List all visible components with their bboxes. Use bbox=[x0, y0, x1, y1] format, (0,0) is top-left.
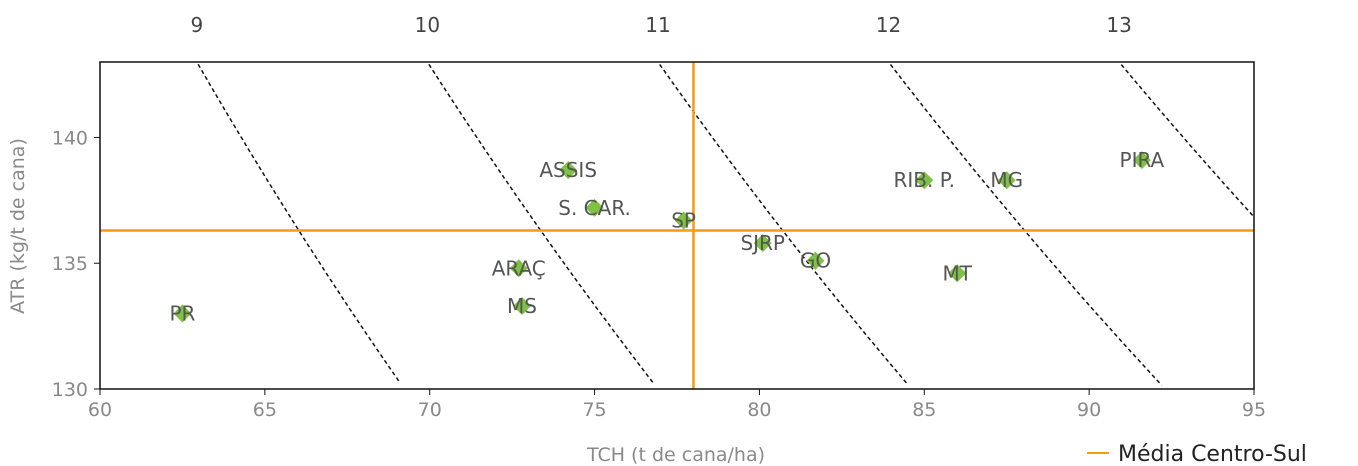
isoline-label-13: 13 bbox=[1106, 13, 1131, 37]
isolines bbox=[197, 63, 1255, 386]
x-tick-label-95: 95 bbox=[1242, 399, 1266, 421]
point-label-s-car: S. CAR. bbox=[558, 196, 631, 220]
isoline-labels: 9 10 11 12 13 bbox=[190, 13, 1131, 37]
isoline-label-10: 10 bbox=[415, 13, 440, 37]
x-tick-label-85: 85 bbox=[912, 399, 936, 421]
y-axis-title: ATR (kg/t de cana) bbox=[7, 138, 29, 314]
y-tick-label-130: 130 bbox=[52, 379, 88, 401]
x-tick-label-65: 65 bbox=[253, 399, 277, 421]
point-marker-sp bbox=[674, 211, 693, 230]
point-label-rib-p: RIB. P. bbox=[894, 168, 956, 192]
point-marker-sjrp bbox=[753, 234, 772, 253]
point-label-pira: PIRA bbox=[1120, 148, 1165, 172]
point-label-sp: SP bbox=[671, 208, 696, 232]
legend-label-media-centro-sul: Média Centro-Sul bbox=[1118, 442, 1307, 466]
x-tick-label-60: 60 bbox=[88, 399, 112, 421]
point-marker-pira bbox=[1132, 151, 1151, 170]
point-label-go: GO bbox=[800, 249, 831, 273]
x-tick-label-75: 75 bbox=[582, 399, 606, 421]
point-label-ara: ARAÇ bbox=[492, 256, 546, 280]
point-marker-mg bbox=[997, 171, 1016, 190]
x-tick-label-80: 80 bbox=[747, 399, 771, 421]
point-marker-pr bbox=[173, 304, 192, 323]
isoline-label-9: 9 bbox=[190, 13, 203, 37]
isoline-13 bbox=[1120, 64, 1255, 218]
point-label-assis: ASSIS bbox=[539, 158, 597, 182]
point-marker-ara bbox=[509, 259, 528, 278]
isoline-10 bbox=[428, 63, 655, 385]
point-marker-go bbox=[806, 251, 825, 270]
y-axis-ticks: 130 135 140 bbox=[52, 127, 100, 401]
plot-frame bbox=[99, 61, 1255, 390]
isoline-9 bbox=[197, 63, 401, 384]
point-marker-s-car bbox=[585, 198, 604, 217]
point-label-sjrp: SJRP bbox=[740, 231, 785, 255]
point-marker-ms bbox=[513, 296, 532, 315]
point-marker-rib-p bbox=[915, 171, 934, 190]
isoline-label-12: 12 bbox=[876, 13, 901, 37]
isoline-label-11: 11 bbox=[645, 13, 670, 37]
point-label-mt: MT bbox=[943, 261, 973, 285]
x-axis-title: TCH (t de cana/ha) bbox=[586, 444, 765, 466]
legend: Média Centro-Sul bbox=[1087, 442, 1307, 466]
point-marker-mt bbox=[948, 264, 967, 283]
reference-lines bbox=[100, 62, 1254, 389]
data-points: PR ASSIS S. CAR. SP ARAÇ MS SJRP GO MT RIB. P. MG P… bbox=[169, 148, 1164, 325]
point-marker-assis bbox=[559, 161, 578, 180]
y-tick-label-140: 140 bbox=[52, 127, 88, 149]
point-label-pr: PR bbox=[169, 302, 195, 326]
x-axis-ticks: 60 65 70 75 80 85 90 95 bbox=[88, 389, 1266, 421]
y-tick-label-135: 135 bbox=[52, 253, 88, 275]
isoline-12 bbox=[889, 64, 1163, 386]
x-tick-label-70: 70 bbox=[418, 399, 442, 421]
isoline-11 bbox=[659, 63, 909, 385]
point-label-mg: MG bbox=[990, 168, 1023, 192]
x-tick-label-90: 90 bbox=[1077, 399, 1101, 421]
point-label-ms: MS bbox=[507, 294, 537, 318]
